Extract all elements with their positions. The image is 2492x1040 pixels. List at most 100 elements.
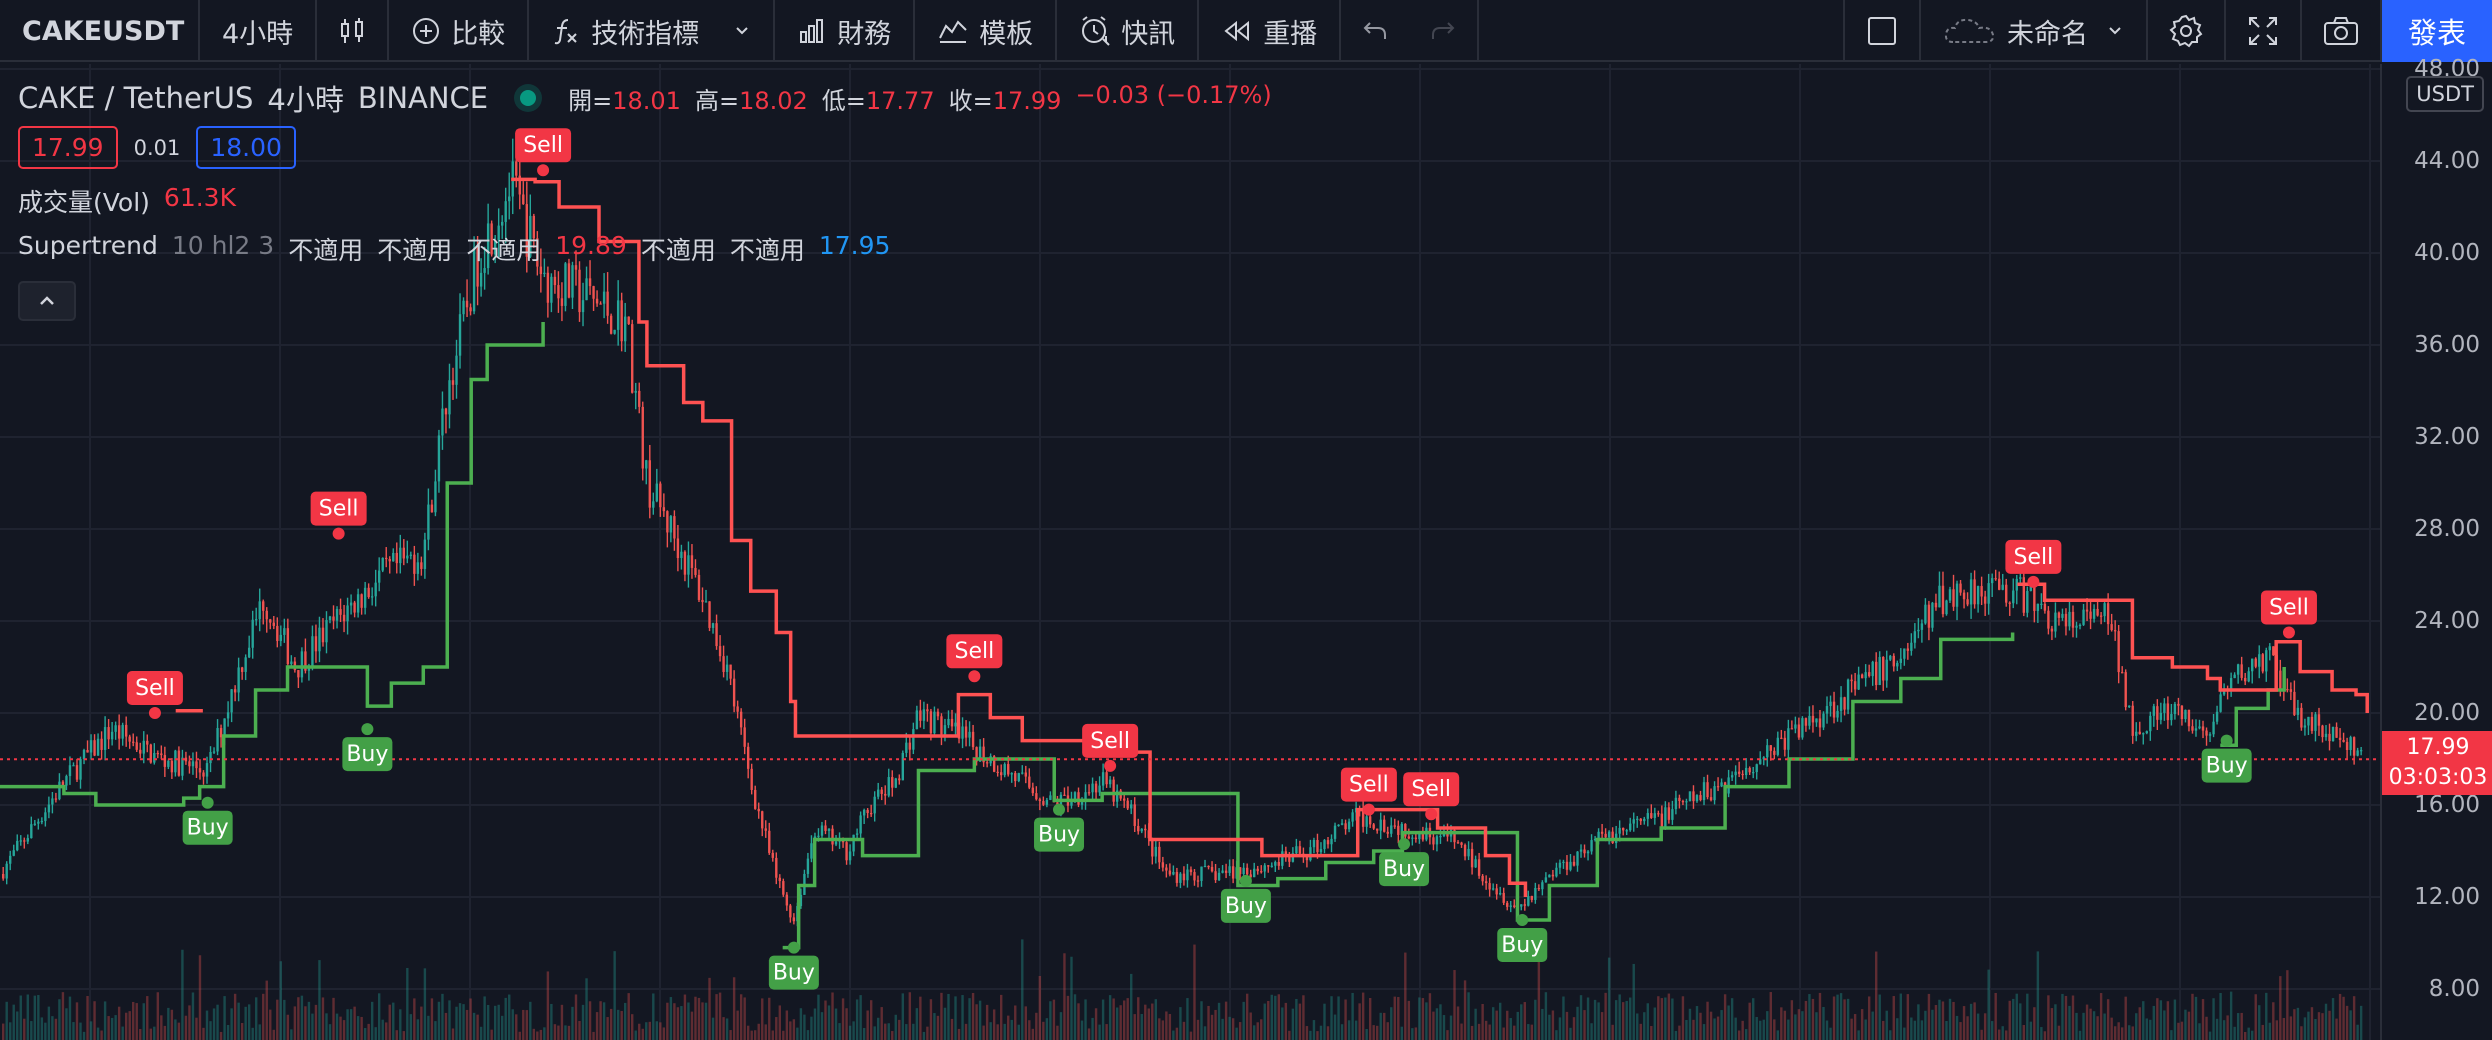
candle-body [1509, 905, 1512, 907]
candlestick-icon [341, 18, 364, 43]
buy-signal-label[interactable]: Buy [1497, 914, 1548, 962]
candle-body [683, 551, 687, 575]
buy-signal-label[interactable]: Buy [1379, 838, 1430, 887]
select-layout-button[interactable] [1842, 0, 1921, 62]
buy-signal-label[interactable]: Buy [342, 723, 393, 772]
candle-body [602, 291, 606, 304]
candle-body [1172, 872, 1175, 875]
candle-body [985, 762, 989, 764]
candle-body [2068, 611, 2071, 627]
alert-button[interactable]: 快訊 [1057, 0, 1200, 62]
sell-signal-label[interactable]: Sell [126, 671, 183, 719]
candle-body [1288, 856, 1291, 862]
volume-bar [100, 1030, 103, 1040]
fullscreen-button[interactable] [2226, 0, 2302, 62]
volume-bar [1541, 1008, 1544, 1040]
indicators-button[interactable]: 技術指標 [529, 0, 776, 62]
volume-bar [500, 1015, 504, 1040]
volume-bar [1780, 1007, 1783, 1040]
volume-bar [1815, 1012, 1818, 1040]
sell-signal-label[interactable]: Sell [1082, 723, 1139, 772]
layout-name-button[interactable]: 未命名 [1921, 0, 2148, 62]
volume-bar [1569, 1027, 1572, 1040]
volume-bar [33, 995, 37, 1040]
price-chart[interactable]: Sell Buy Sell Buy Sell Buy Sell Buy Sell Buy Sell S… [0, 64, 2380, 1040]
volume-bar [1618, 994, 1621, 1040]
sell-signal-label[interactable]: Sell [310, 491, 367, 540]
buy-signal-label[interactable]: Buy [182, 796, 233, 845]
interval-button[interactable]: 4小時 [200, 0, 318, 62]
candle-body [522, 194, 525, 205]
buy-price-button[interactable]: 18.00 [196, 126, 296, 169]
volume-bar [1941, 1001, 1945, 1040]
sell-signal-label[interactable]: Sell [515, 128, 572, 177]
templates-button[interactable]: 模板 [915, 0, 1058, 62]
candle-body [2163, 703, 2166, 713]
currency-tag[interactable]: USDT [2406, 76, 2484, 112]
candle-body [1558, 862, 1562, 868]
volume-bar [2068, 1005, 2071, 1040]
sell-signal-label[interactable]: Sell [1403, 772, 1460, 821]
collapse-legend-button[interactable] [18, 281, 76, 321]
buy-signal-label[interactable]: Buy [1220, 874, 1271, 923]
volume-bar [1920, 1020, 1924, 1040]
chevron-down-icon [2109, 27, 2121, 35]
volume-bar [690, 1011, 694, 1040]
undo-button[interactable] [1341, 0, 1409, 62]
volume-bar [785, 1010, 789, 1040]
volume-bar [1024, 1006, 1027, 1040]
sell-signal-label[interactable]: Sell [2005, 539, 2062, 588]
replay-button[interactable]: 重播 [1199, 0, 1342, 62]
volume-bar [1425, 1002, 1428, 1040]
volume-bar [381, 1019, 384, 1040]
market-open-indicator[interactable] [520, 90, 537, 106]
volume-bar [2047, 995, 2050, 1040]
candle-body [1295, 846, 1298, 854]
volume-bar [233, 993, 237, 1040]
price-scale[interactable]: 48.00 44.00 40.00 36.00 32.00 28.00 24.00 20.00… [2380, 56, 2492, 1040]
candle-body [877, 789, 880, 797]
buy-signal-label[interactable]: Buy [768, 941, 819, 990]
candle-body [546, 272, 550, 303]
candle-body [1699, 795, 1702, 801]
settings-button[interactable] [2148, 0, 2226, 62]
sell-signal-label[interactable]: Sell [1340, 767, 1397, 816]
candle-body [1165, 867, 1168, 871]
candle-body [2071, 611, 2075, 628]
candle-body [560, 298, 564, 306]
volume-bar [479, 1026, 483, 1040]
volume-bar [2008, 1000, 2011, 1040]
candle-body [2198, 726, 2201, 729]
sell-price-button[interactable]: 17.99 [18, 126, 118, 169]
redo-button[interactable] [1409, 0, 1480, 62]
candle-body [936, 711, 940, 717]
volume-bar [444, 1012, 448, 1040]
candle-body [1224, 870, 1228, 873]
buy-signal-label[interactable]: Buy [1034, 803, 1085, 852]
high-value: 18.02 [739, 86, 808, 115]
volume-bar [2307, 1011, 2310, 1040]
price-tick-label: 24.00 [2414, 608, 2480, 634]
volume-bar [1899, 993, 1903, 1040]
signal-dot [332, 527, 345, 540]
publish-button[interactable]: 發表 [2381, 0, 2492, 62]
candle-body [1695, 795, 1699, 802]
volume-legend-row[interactable]: 成交量(Vol) 61.3K [18, 183, 1272, 219]
volume-bar [2120, 1027, 2124, 1040]
symbol-search-button[interactable]: CAKEUSDT [0, 0, 200, 62]
buy-signal-label[interactable]: Buy [2201, 734, 2252, 783]
supertrend-legend-row[interactable]: Supertrend 10 hl2 3 不適用 不適用 不適用 19.89 不適… [18, 231, 1272, 267]
symbol-title[interactable]: CAKE / TetherUS [18, 81, 254, 115]
candle-body [634, 390, 637, 393]
volume-bar [2243, 1031, 2247, 1040]
chart-type-button[interactable] [317, 0, 390, 62]
volume-bar [718, 992, 722, 1040]
compare-button[interactable]: 比較 [389, 0, 530, 62]
financials-button[interactable]: 財務 [775, 0, 916, 62]
snapshot-button[interactable] [2302, 0, 2382, 62]
volume-bar [1151, 1003, 1154, 1040]
volume-bar [1474, 1008, 1477, 1040]
candle-body [1653, 813, 1657, 818]
sell-signal-label[interactable]: Sell [946, 634, 1003, 683]
sell-signal-label[interactable]: Sell [2260, 590, 2317, 639]
